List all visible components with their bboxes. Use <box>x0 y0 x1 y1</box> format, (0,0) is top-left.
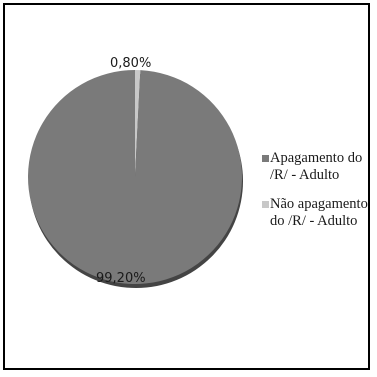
data-label-nao-apagamento: 0,80% <box>110 56 151 71</box>
legend: Apagamento do /R/ - Adulto Não apagament… <box>262 150 374 242</box>
pie-slice-apagamento <box>27 70 242 285</box>
pie-chart: 99,20% 0,80% <box>27 56 243 288</box>
legend-swatch-nao-apagamento <box>262 201 269 208</box>
legend-label-nao-apagamento: Não apagamento do /R/ - Adulto <box>270 196 368 229</box>
pie-slice-nao-apagamento <box>135 70 141 177</box>
chart-frame: 99,20% 0,80% Apagamento do /R/ - Adulto … <box>3 3 370 370</box>
pie-group <box>27 70 243 288</box>
legend-label-apagamento: Apagamento do /R/ - Adulto <box>270 150 363 183</box>
data-label-apagamento: 99,20% <box>96 271 146 286</box>
legend-entry-nao-apagamento: Não apagamento do /R/ - Adulto <box>262 196 374 230</box>
legend-entry-apagamento: Apagamento do /R/ - Adulto <box>262 150 374 184</box>
legend-swatch-apagamento <box>262 155 269 162</box>
